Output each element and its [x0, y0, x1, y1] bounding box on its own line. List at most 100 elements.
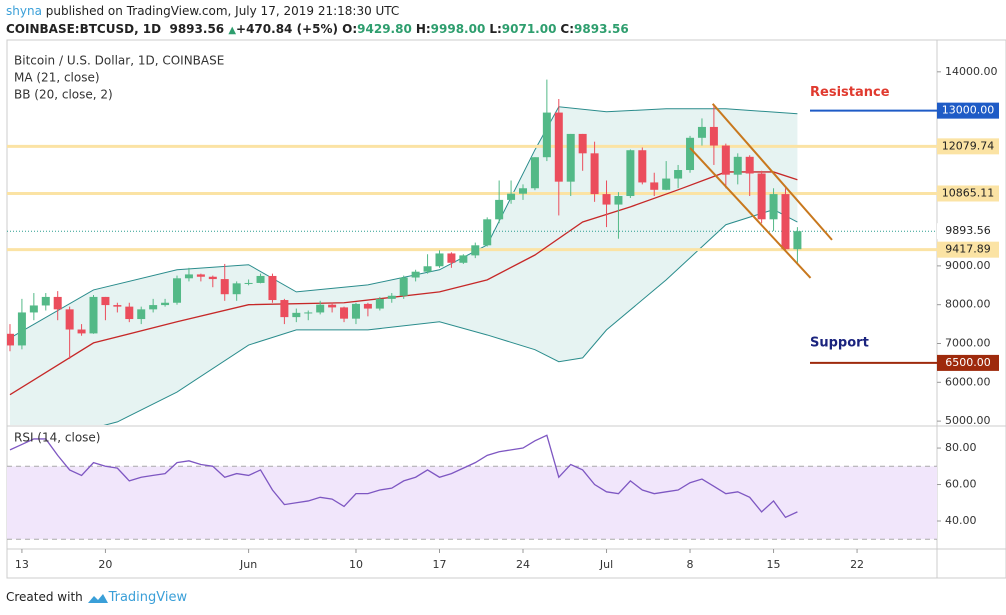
candle-body — [686, 137, 695, 171]
y-tick-label: 6000.00 — [945, 375, 991, 388]
candle-body — [220, 279, 229, 295]
candle-body — [447, 253, 456, 263]
price-tag-label: 10865.11 — [942, 186, 995, 199]
candle-body — [173, 278, 182, 303]
rsi-line — [9, 434, 798, 519]
ma-line — [9, 171, 798, 396]
candle-body — [507, 193, 516, 200]
ohlc: O:9429.80 H:9998.00 L:9071.00 C:9893.56 — [342, 22, 633, 36]
candle-body — [7, 333, 14, 346]
candle-body — [53, 296, 62, 310]
price-title: Bitcoin / U.S. Dollar, 1D, COINBASE — [14, 54, 224, 68]
candle-body — [89, 296, 98, 334]
brand[interactable]: TradingView — [108, 590, 188, 605]
x-tick-label: 8 — [687, 558, 694, 571]
candle-body — [733, 156, 742, 175]
price-pane — [7, 79, 937, 425]
candle-body — [328, 304, 337, 308]
x-tick-label: 13 — [15, 558, 29, 571]
candle-body — [530, 157, 539, 189]
candle-body — [650, 182, 659, 190]
candle-body — [769, 194, 778, 220]
candle-body — [495, 199, 504, 220]
ohlc-value: 9893.56 — [574, 22, 629, 36]
candle-body — [721, 145, 730, 175]
candle-body — [268, 275, 277, 301]
candle-body — [638, 150, 647, 183]
candle-body — [674, 170, 683, 179]
last: 9893.56 — [169, 22, 225, 36]
chart: 14000.00 9000.00 8000.00 7000.00 6000.00 5000… — [6, 39, 1006, 579]
candle-body — [137, 309, 146, 320]
candle-body — [184, 274, 193, 279]
y-tick-label: 14000.00 — [945, 65, 998, 78]
rsi-tick-label: 40.00 — [945, 514, 977, 527]
candle-body — [411, 271, 420, 278]
x-tick-label: 22 — [850, 558, 864, 571]
y-tick-label: 8000.00 — [945, 298, 991, 311]
rsi-tick-label: 80.00 — [945, 441, 977, 454]
change: +470.84 (+5%) — [236, 22, 338, 36]
candle-body — [709, 126, 718, 146]
bb-fill — [9, 106, 798, 425]
candle-body — [387, 295, 396, 299]
candle-body — [375, 298, 384, 309]
ohlc-value: 9071.00 — [501, 22, 557, 36]
candle-body — [280, 300, 289, 318]
price-tag — [937, 354, 999, 371]
user[interactable]: shyna — [6, 4, 42, 18]
ohlc-key: H: — [415, 22, 431, 36]
candle-body — [292, 312, 301, 318]
candle-body — [77, 329, 86, 334]
candle-body — [244, 282, 253, 284]
candle-body — [471, 245, 480, 256]
candle-body — [483, 219, 492, 246]
candle-body — [602, 194, 611, 205]
candle-body — [351, 303, 360, 319]
candle-body — [65, 309, 74, 330]
price-tag-label: 12079.74 — [942, 139, 995, 152]
resistance-label: Resistance — [810, 85, 890, 100]
symbol: COINBASE:BTCUSD, 1D — [6, 22, 162, 36]
candle-body — [256, 275, 265, 283]
candle-body — [554, 112, 563, 182]
candle-body — [149, 305, 158, 310]
price-tag — [937, 185, 999, 202]
support-label: Support — [810, 335, 869, 350]
y-tick-label: 5000.00 — [945, 414, 991, 427]
candle-body — [566, 133, 575, 182]
price-tag-label: 9417.89 — [945, 243, 991, 256]
candle-body — [614, 196, 623, 205]
candle-body — [125, 306, 134, 320]
candle-body — [745, 156, 754, 174]
ohlc-value: 9429.80 — [357, 22, 412, 36]
candle-body — [29, 305, 38, 313]
candle-body — [793, 231, 802, 250]
candle-body — [757, 173, 766, 220]
candle-body — [316, 304, 325, 313]
candle-body — [101, 296, 110, 306]
candle-body — [459, 255, 468, 263]
price-tag-label: 9893.56 — [945, 224, 991, 237]
axes: 14000.00 9000.00 8000.00 7000.00 6000.00 5000… — [15, 65, 999, 571]
candle-body — [590, 153, 599, 195]
candle-body — [232, 283, 241, 295]
rsi-tick-label: 60.00 — [945, 478, 977, 491]
candle-body — [781, 194, 790, 250]
logo — [87, 593, 108, 603]
ma-legend: MA (21, close) — [14, 71, 100, 85]
footer: Created with TradingView — [6, 590, 187, 605]
candle-body — [435, 253, 444, 267]
y-tick-label: 9000.00 — [945, 259, 991, 272]
x-tick-label: 17 — [432, 558, 446, 571]
candle-body — [662, 178, 671, 190]
candle-body — [196, 274, 205, 277]
publish-line: shyna published on TradingView.com, July… — [6, 4, 399, 18]
ohlc-key: O: — [342, 22, 358, 36]
channel-line — [689, 147, 812, 279]
price-tag — [937, 223, 999, 240]
candle-body — [399, 277, 408, 296]
candle-body — [113, 305, 122, 307]
candle-body — [304, 312, 313, 314]
